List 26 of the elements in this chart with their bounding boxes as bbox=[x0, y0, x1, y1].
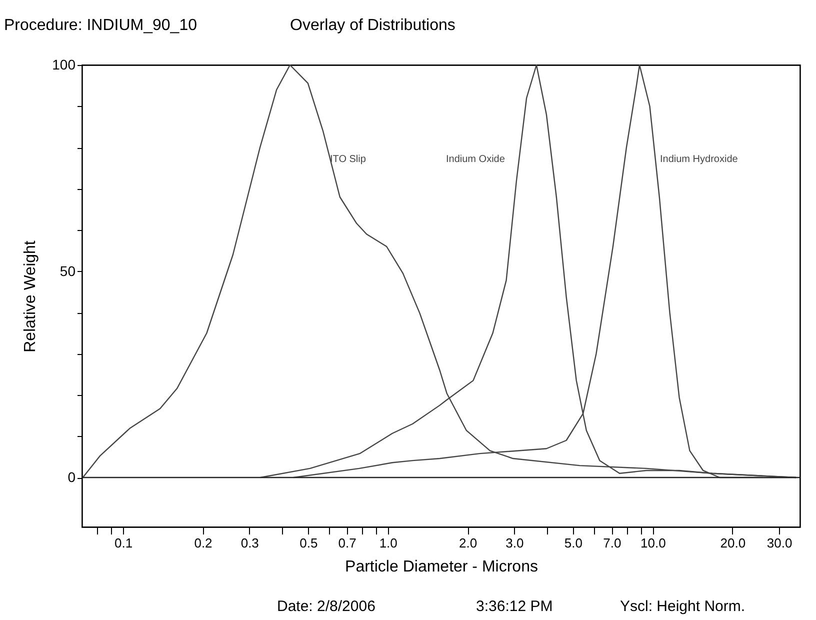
x-axis-title: Particle Diameter - Microns bbox=[345, 558, 538, 576]
y-tick-label: 100 bbox=[52, 56, 76, 72]
y-tick-label: 0 bbox=[68, 469, 76, 485]
text: 3:36:12 PM bbox=[476, 598, 553, 615]
series-label: ITO Slip bbox=[330, 154, 366, 165]
x-tick-label: 1.0 bbox=[379, 536, 398, 550]
x-tick-label: 10.0 bbox=[640, 536, 666, 550]
x-tick-label: 20.0 bbox=[720, 536, 746, 550]
text: Date: 2/8/2006 bbox=[277, 598, 376, 615]
chart-title: Overlay of Distributions bbox=[290, 17, 456, 34]
text: Yscl: Height Norm. bbox=[620, 598, 746, 615]
x-tick-label: 0.1 bbox=[114, 536, 133, 550]
series-label: Indium Hydroxide bbox=[660, 154, 738, 165]
x-tick-label: 5.0 bbox=[564, 536, 582, 550]
chart-subtitle: Procedure: INDIUM_90_10 bbox=[4, 17, 198, 34]
y-axis-title: Relative Weight bbox=[22, 240, 40, 352]
x-tick-label: 3.0 bbox=[506, 536, 524, 550]
y-tick-label: 50 bbox=[60, 262, 76, 279]
x-tick-label: 2.0 bbox=[459, 536, 478, 550]
x-tick-label: 30.0 bbox=[766, 536, 792, 550]
series-label: Indium Oxide bbox=[446, 154, 506, 165]
x-tick-label: 0.5 bbox=[300, 536, 318, 550]
x-tick-label: 0.7 bbox=[338, 536, 356, 550]
x-tick-label: 0.3 bbox=[240, 536, 259, 550]
x-tick-label: 7.0 bbox=[603, 536, 622, 550]
x-tick-label: 0.2 bbox=[194, 536, 212, 550]
